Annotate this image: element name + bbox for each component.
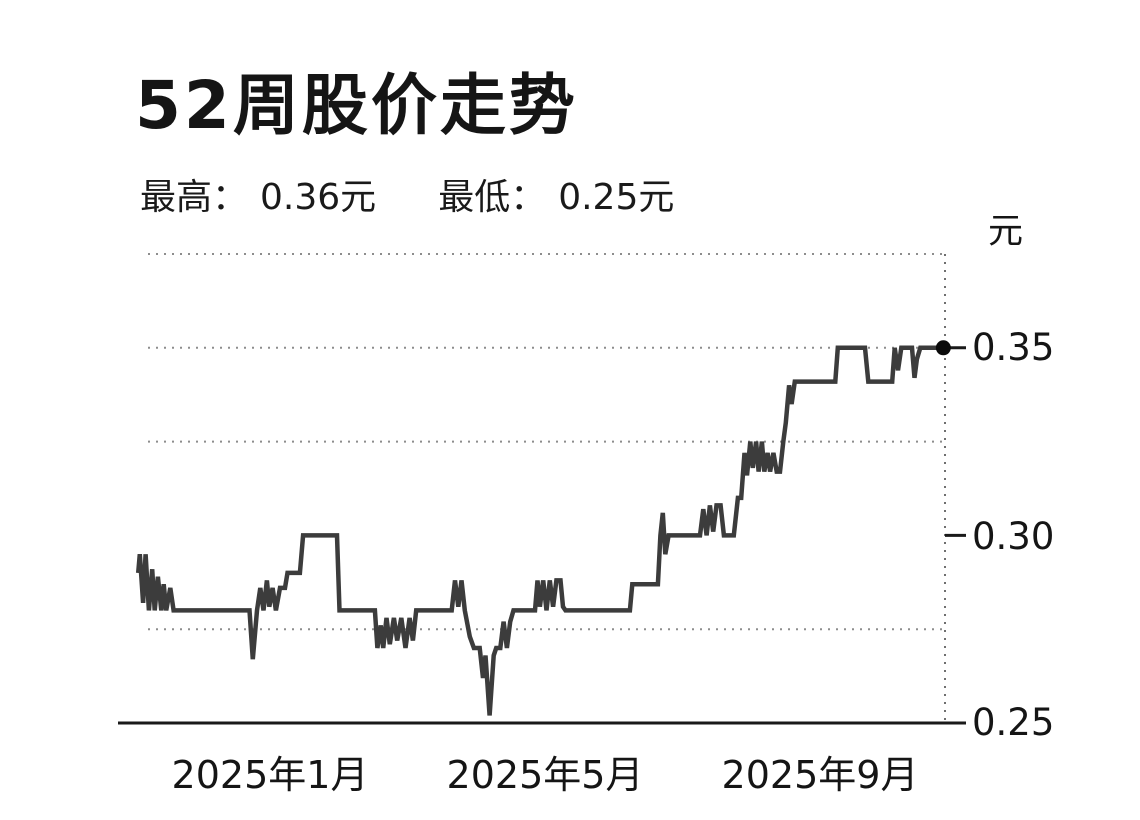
- x-axis-label-2025-01: 2025年1月: [171, 753, 369, 797]
- high-label: 最高：: [140, 177, 249, 218]
- last-price-dot: [935, 340, 951, 356]
- y-tick-label-0-25: 0.25: [972, 701, 1055, 744]
- price-line: [135, 345, 944, 716]
- page-title: 52周股价走势: [135, 67, 578, 144]
- y-axis-unit-label: 元: [988, 212, 1024, 252]
- high-value: 0.36元: [260, 177, 377, 218]
- x-axis-label-2025-09: 2025年9月: [721, 753, 919, 797]
- low-value: 0.25元: [558, 177, 675, 218]
- y-tick-label-0-35: 0.35: [972, 326, 1055, 369]
- x-axis-label-2025-05: 2025年5月: [446, 753, 644, 797]
- low-label: 最低：: [438, 177, 547, 218]
- y-tick-label-0-30: 0.30: [972, 515, 1055, 558]
- price-range-stats: 最高： 0.36元 最低： 0.25元: [140, 168, 674, 220]
